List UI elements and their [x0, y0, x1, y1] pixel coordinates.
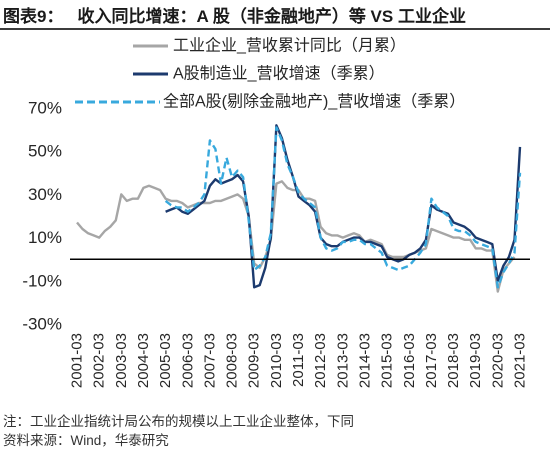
x-tick-label: 2001-03 — [69, 333, 86, 388]
all-a-share-ex-financials-line — [164, 126, 522, 289]
footnote: 注：工业企业指统计局公布的规模以上工业企业整体，下同 — [3, 414, 354, 429]
x-tick-label: 2015-03 — [379, 333, 396, 388]
chart-title: 收入同比增速：A 股（非金融地产）等 VS 工业企业 — [77, 6, 466, 26]
legend-item-all-a-share-ex-financials: 全部A股(剔除金融地产)_营收增速（季累） — [75, 93, 465, 111]
x-tick-label: 2011-03 — [290, 333, 307, 387]
x-tick-label: 2016-03 — [401, 333, 418, 388]
x-tick-label: 2004-03 — [135, 333, 152, 388]
x-tick-label: 2012-03 — [312, 333, 329, 388]
x-tick-label: 2021-03 — [512, 333, 529, 388]
y-tick-label: 30% — [28, 185, 62, 204]
x-axis-ticks: 2001-03 2002-03 2003-03 2004-03 2005-03 2006-… — [69, 333, 529, 388]
a-share-manufacturing-line — [165, 124, 522, 289]
x-tick-label: 2006-03 — [179, 333, 196, 388]
legend-label-industrial-revenue: 工业企业_营收累计同比（月累） — [173, 37, 406, 55]
x-tick-label: 2013-03 — [334, 333, 351, 388]
x-tick-label: 2014-03 — [356, 333, 373, 388]
x-tick-label: 2002-03 — [91, 333, 108, 388]
title-divider — [0, 28, 550, 30]
source-note: 资料来源：Wind，华泰研究 — [3, 433, 169, 448]
y-tick-label: -10% — [22, 271, 62, 290]
legend-label-all-a-share-ex-financials: 全部A股(剔除金融地产)_营收增速（季累） — [163, 93, 465, 111]
y-tick-label: 50% — [28, 142, 62, 161]
y-tick-label: 70% — [28, 99, 62, 118]
legend-item-a-share-manufacturing: A股制造业_营收增速（季累） — [133, 65, 385, 83]
y-tick-label: -30% — [22, 315, 62, 334]
legend-item-industrial-revenue: 工业企业_营收累计同比（月累） — [133, 37, 406, 55]
industrial-revenue-line — [76, 180, 516, 293]
x-tick-label: 2020-03 — [489, 333, 506, 388]
x-tick-label: 2019-03 — [467, 333, 484, 388]
x-tick-label: 2018-03 — [445, 333, 462, 388]
x-tick-label: 2005-03 — [157, 333, 174, 388]
x-tick-label: 2003-03 — [113, 333, 130, 388]
figure-label: 图表9： — [3, 6, 64, 26]
legend-label-a-share-manufacturing: A股制造业_营收增速（季累） — [173, 65, 385, 83]
x-tick-label: 2008-03 — [224, 333, 241, 388]
series-lines — [76, 124, 522, 293]
y-axis-ticks: 70% 50% 30% 10% -10% -30% — [22, 99, 62, 334]
x-tick-label: 2010-03 — [268, 333, 285, 388]
x-tick-label: 2007-03 — [201, 333, 218, 388]
x-tick-label: 2017-03 — [423, 333, 440, 388]
x-tick-label: 2009-03 — [246, 333, 263, 388]
y-tick-label: 10% — [28, 228, 62, 247]
figure-header: 图表9： 收入同比增速：A 股（非金融地产）等 VS 工业企业 — [3, 2, 466, 26]
legend: 工业企业_营收累计同比（月累） A股制造业_营收增速（季累） 全部A股(剔除金融… — [75, 37, 465, 111]
